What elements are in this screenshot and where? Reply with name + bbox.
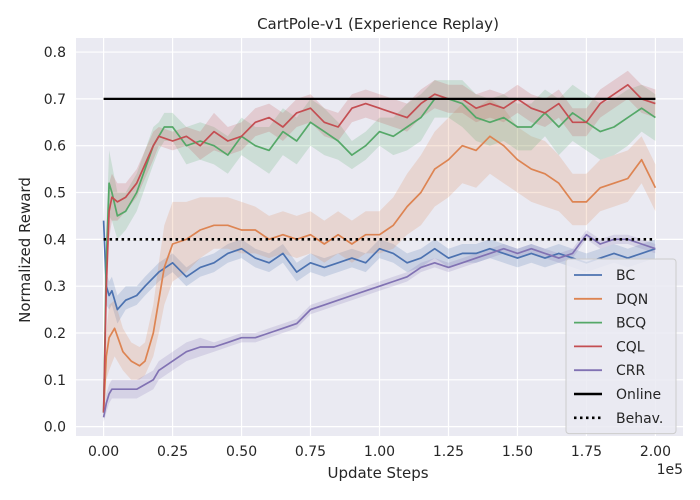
x-tick-label: 1.50 (502, 444, 533, 460)
chart-title: CartPole-v1 (Experience Replay) (257, 15, 499, 33)
band-bcq (103, 80, 656, 418)
legend-label-behav: Behav. (616, 411, 663, 427)
series-line-bc (102, 220, 656, 311)
legend-box (565, 258, 677, 435)
legend-label-bc: BC (616, 268, 635, 284)
y-tick-label: 0.8 (44, 45, 66, 61)
series-line-crr (102, 233, 656, 418)
band-cql (103, 70, 656, 418)
x-axis-multiplier: 1e5 (657, 462, 683, 478)
legend-label-cql: CQL (616, 339, 645, 355)
series-lines (102, 83, 657, 418)
x-tick-label: 0.00 (88, 444, 119, 460)
x-tick-label: 0.50 (226, 444, 257, 460)
y-tick-label: 0.0 (44, 420, 66, 436)
y-tick-label: 0.5 (44, 186, 66, 202)
y-tick-label: 0.1 (44, 373, 66, 389)
legend-label-online: Online (616, 387, 661, 403)
x-tick-label: 0.25 (157, 444, 188, 460)
x-tick-label: 2.00 (640, 444, 671, 460)
x-tick-label: 1.75 (571, 444, 602, 460)
x-axis-ticks: 0.00 0.25 0.50 0.75 1.00 1.25 1.50 1.75 2.00 (88, 444, 671, 460)
series-line-cql (102, 83, 656, 413)
band-dqn (103, 98, 656, 418)
y-tick-label: 0.6 (44, 139, 66, 155)
y-tick-label: 0.3 (44, 279, 66, 295)
legend-label-dqn: DQN (616, 292, 648, 308)
series-line-dqn (102, 135, 657, 413)
y-tick-label: 0.4 (44, 232, 66, 248)
x-tick-label: 0.75 (295, 444, 326, 460)
y-axis-label: Normalized Reward (16, 177, 34, 323)
y-tick-label: 0.2 (44, 326, 66, 342)
confidence-bands (103, 70, 656, 422)
legend: BC DQN BCQ CQL CRR Online Behav. (565, 258, 677, 435)
x-tick-label: 1.00 (364, 444, 395, 460)
x-axis-label: Update Steps (327, 464, 428, 482)
y-tick-label: 0.7 (44, 92, 66, 108)
legend-label-crr: CRR (616, 363, 646, 379)
band-bc (103, 206, 656, 324)
y-axis-ticks: 0.0 0.1 0.2 0.3 0.4 0.5 0.6 0.7 0.8 (44, 45, 66, 436)
legend-label-bcq: BCQ (616, 316, 646, 332)
x-tick-label: 1.25 (433, 444, 464, 460)
